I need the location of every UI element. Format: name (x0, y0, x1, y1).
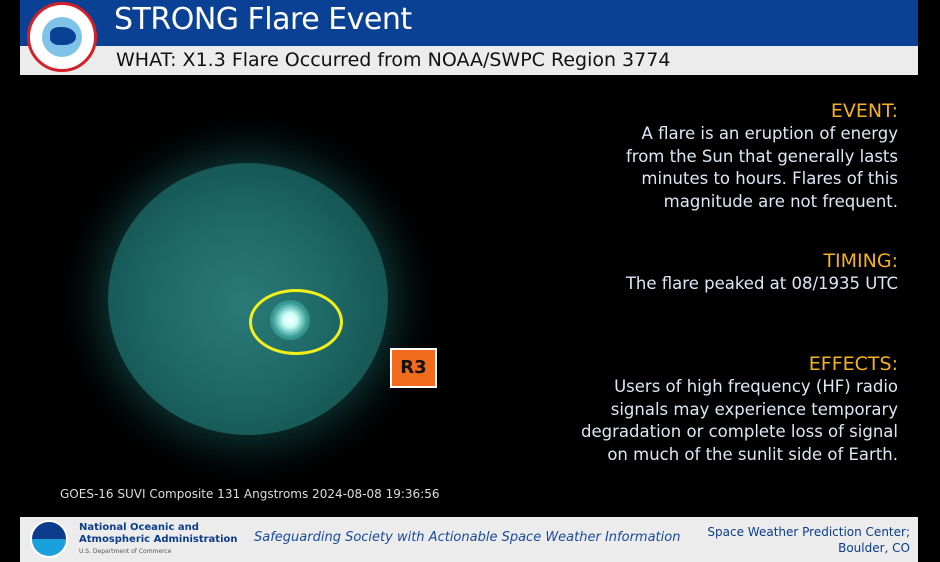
effects-line: degradation or complete loss of signal (581, 422, 898, 441)
event-heading: EVENT: (830, 100, 898, 122)
event-section: EVENT: A flare is an eruption of energy … (626, 99, 898, 213)
timing-line: The flare peaked at 08/1935 UTC (625, 274, 898, 293)
event-line: A flare is an eruption of energy (641, 124, 898, 143)
effects-line: signals may experience temporary (610, 399, 898, 419)
swpc-name: Space Weather Prediction Center; Boulder… (707, 524, 910, 556)
dept-line: U.S. Department of Commerce (79, 548, 172, 555)
effects-line: on much of the sunlit side of Earth. (607, 444, 898, 464)
page-title: STRONG Flare Event (114, 2, 412, 37)
flare-highlight-ellipse (249, 289, 343, 355)
subtitle-bar: WHAT: X1.3 Flare Occurred from NOAA/SWPC… (20, 46, 918, 75)
event-line: minutes to hours. Flares of this (641, 169, 898, 188)
effects-section: EFFECTS: Users of high frequency (HF) ra… (581, 352, 898, 466)
image-caption: GOES-16 SUVI Composite 131 Angstroms 202… (60, 487, 440, 501)
radio-blackout-badge: R3 (390, 348, 437, 388)
nws-logo (27, 2, 97, 72)
subtitle: WHAT: X1.3 Flare Occurred from NOAA/SWPC… (116, 49, 671, 71)
center-line: Space Weather Prediction Center; (707, 525, 910, 539)
footer: National Oceanic and Atmospheric Adminis… (20, 517, 918, 562)
sun-image (108, 163, 388, 435)
effects-heading: EFFECTS: (808, 353, 898, 375)
event-line: from the Sun that generally lasts (625, 146, 898, 166)
header-bar: STRONG Flare Event (20, 0, 918, 46)
effects-line: Users of high frequency (HF) radio (614, 377, 898, 396)
event-line: magnitude are not frequent. (663, 191, 898, 211)
center-line: Boulder, CO (838, 541, 910, 555)
noaa-name: National Oceanic and Atmospheric Adminis… (79, 522, 238, 558)
noaa-logo (30, 520, 68, 558)
timing-heading: TIMING: (823, 250, 898, 272)
timing-section: TIMING: The flare peaked at 08/1935 UTC (626, 249, 898, 296)
tagline: Safeguarding Society with Actionable Spa… (254, 530, 681, 545)
org-line: Atmospheric Administration (79, 534, 238, 545)
org-line: National Oceanic and (79, 522, 199, 533)
